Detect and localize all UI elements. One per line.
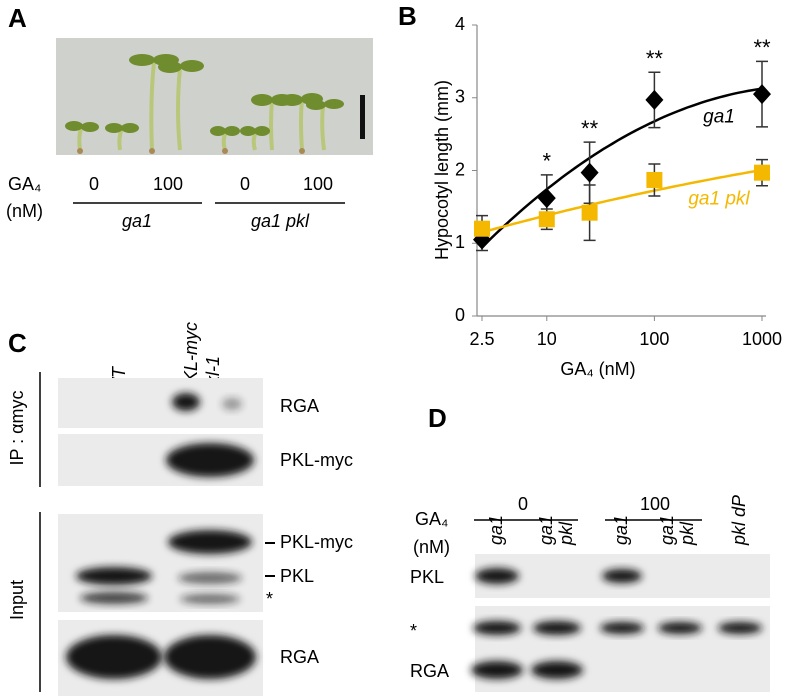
band-label: PKL-myc <box>280 532 353 552</box>
band-label: PKL <box>280 566 314 586</box>
group-label: Input <box>7 580 27 620</box>
data-point <box>754 164 770 181</box>
significance-label: ** <box>753 35 771 60</box>
y-tick-label: 3 <box>455 87 465 107</box>
ga-label: GA₄ <box>415 509 448 529</box>
series-label: ga1 <box>703 106 735 127</box>
panel-label: C <box>8 328 27 358</box>
data-point <box>645 89 664 110</box>
data-point <box>581 204 598 221</box>
dose-label: 100 <box>640 494 670 514</box>
series-label: ga1 pkl <box>688 189 750 210</box>
y-axis-label: Hypocotyl length (mm) <box>432 80 452 260</box>
lane-labels: ga1 ga1 pkl ga1 ga1 pkl pkl dP <box>486 495 749 546</box>
dose-label: 0 <box>240 174 250 194</box>
dose-label: 100 <box>303 174 333 194</box>
seedling-photo <box>56 38 373 155</box>
lane-label: ga1 <box>611 515 631 545</box>
lane-label: PKL-myc <box>181 322 201 395</box>
ga-label: GA₄ <box>8 174 41 194</box>
x-axis-label: GA₄ (nM) <box>560 359 635 379</box>
y-tick-label: 4 <box>455 14 465 34</box>
dose-label: 0 <box>89 174 99 194</box>
lane-label: pkl <box>677 521 697 546</box>
data-point <box>474 220 490 237</box>
panel-label: A <box>8 3 27 33</box>
unit-label: (nM) <box>413 537 450 557</box>
row-label: PKL <box>410 567 444 587</box>
data-point <box>580 162 599 183</box>
genotype-label: ga1 <box>122 211 152 231</box>
y-tick-label: 0 <box>455 305 465 325</box>
trend-line <box>481 168 763 234</box>
significance-label: ** <box>581 116 599 141</box>
lane-label: pkl dP <box>729 495 749 546</box>
x-tick-label: 100 <box>639 329 669 349</box>
genotype-label: ga1 pkl <box>251 211 310 231</box>
band-label: PKL-myc <box>280 450 353 470</box>
blot <box>471 554 770 692</box>
x-tick-label: 10 <box>537 329 557 349</box>
x-tick-label: 1000 <box>742 329 782 349</box>
row-label: RGA <box>410 661 449 681</box>
x-tick-label: 2.5 <box>469 329 494 349</box>
dose-label: 0 <box>518 494 528 514</box>
band-label: RGA <box>280 647 319 667</box>
panel-label: B <box>398 1 417 31</box>
data-point <box>537 188 556 209</box>
group-label: IP : αmyc <box>7 390 27 465</box>
lane-label: ga1 <box>486 515 506 545</box>
significance-label: ** <box>646 46 664 71</box>
trend-line <box>481 87 763 249</box>
lane-label: ga1 <box>536 515 556 545</box>
row-label: * <box>410 621 417 641</box>
lane-label: ga1 <box>657 515 677 545</box>
y-tick-label: 2 <box>455 159 465 179</box>
dose-label: 100 <box>153 174 183 194</box>
data-point <box>753 84 771 105</box>
unit-label: (nM) <box>6 201 43 221</box>
blot <box>58 378 263 696</box>
band-label: RGA <box>280 396 319 416</box>
data-point <box>646 171 663 188</box>
data-point <box>538 211 555 228</box>
lane-label: pkl <box>556 521 576 546</box>
chart: B GA₄ (nM) Hypocotyl length (mm) 0 1 2 3 4 2.… <box>398 1 782 379</box>
panel-label: D <box>428 403 447 433</box>
significance-label: * <box>543 149 552 174</box>
y-tick-label: 1 <box>455 232 465 252</box>
band-label: * <box>266 589 273 609</box>
